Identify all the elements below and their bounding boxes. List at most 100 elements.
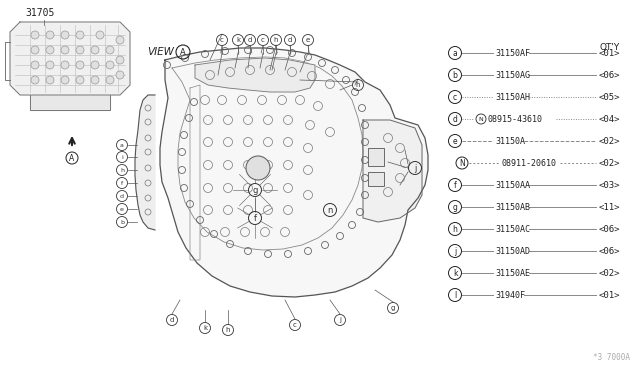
Text: f: f <box>121 180 123 186</box>
Text: k: k <box>236 37 240 43</box>
Circle shape <box>91 61 99 69</box>
Text: VIEW: VIEW <box>147 47 174 57</box>
Text: e: e <box>306 37 310 43</box>
Text: d: d <box>170 317 174 323</box>
Polygon shape <box>363 120 422 222</box>
Text: <02>: <02> <box>598 137 620 145</box>
Text: a: a <box>452 48 458 58</box>
Text: f: f <box>253 214 257 222</box>
Text: 31150AB: 31150AB <box>495 202 530 212</box>
Circle shape <box>106 46 114 54</box>
Circle shape <box>91 46 99 54</box>
Text: d: d <box>288 37 292 43</box>
Text: g: g <box>452 202 458 212</box>
Text: 31150AD: 31150AD <box>495 247 530 256</box>
Text: h: h <box>120 167 124 173</box>
Text: l: l <box>454 291 456 299</box>
Text: <01>: <01> <box>598 291 620 299</box>
Text: 31150AF: 31150AF <box>495 48 530 58</box>
Text: <02>: <02> <box>598 158 620 167</box>
Text: <06>: <06> <box>598 224 620 234</box>
Circle shape <box>61 61 69 69</box>
Text: a: a <box>120 142 124 148</box>
Text: g: g <box>391 305 395 311</box>
Circle shape <box>106 76 114 84</box>
Circle shape <box>76 76 84 84</box>
Text: 31150A: 31150A <box>495 137 525 145</box>
Circle shape <box>246 156 270 180</box>
Circle shape <box>46 76 54 84</box>
Text: b: b <box>452 71 458 80</box>
Text: h: h <box>452 224 458 234</box>
Text: <03>: <03> <box>598 180 620 189</box>
Text: *3 7000A: *3 7000A <box>593 353 630 362</box>
Text: N: N <box>479 116 483 122</box>
Text: k: k <box>452 269 457 278</box>
Circle shape <box>31 76 39 84</box>
Text: N: N <box>459 158 465 167</box>
Polygon shape <box>135 95 155 230</box>
Text: h: h <box>274 37 278 43</box>
Text: d: d <box>452 115 458 124</box>
Text: <05>: <05> <box>598 93 620 102</box>
Polygon shape <box>195 58 315 92</box>
Text: QT'Y: QT'Y <box>600 43 620 52</box>
Polygon shape <box>10 22 130 95</box>
Text: <02>: <02> <box>598 269 620 278</box>
Text: j: j <box>454 247 456 256</box>
Text: <11>: <11> <box>598 202 620 212</box>
Text: j: j <box>339 317 341 323</box>
Circle shape <box>61 31 69 39</box>
Circle shape <box>61 46 69 54</box>
Circle shape <box>91 76 99 84</box>
Text: A: A <box>180 48 186 57</box>
Polygon shape <box>160 48 428 297</box>
Text: e: e <box>120 206 124 212</box>
Text: h: h <box>226 327 230 333</box>
Bar <box>368 172 384 186</box>
Circle shape <box>116 71 124 79</box>
Circle shape <box>106 61 114 69</box>
Text: <06>: <06> <box>598 71 620 80</box>
Text: j: j <box>414 164 416 173</box>
Text: b: b <box>120 219 124 224</box>
Text: n: n <box>327 205 333 215</box>
Circle shape <box>31 31 39 39</box>
Text: 31150AC: 31150AC <box>495 224 530 234</box>
Text: c: c <box>220 37 224 43</box>
Text: <01>: <01> <box>598 48 620 58</box>
Circle shape <box>96 31 104 39</box>
Text: 31150AH: 31150AH <box>495 93 530 102</box>
Polygon shape <box>30 95 110 110</box>
Circle shape <box>76 46 84 54</box>
Circle shape <box>46 31 54 39</box>
Text: 31705: 31705 <box>25 8 54 18</box>
Text: h: h <box>356 82 360 88</box>
Text: 31940F: 31940F <box>495 291 525 299</box>
Text: d: d <box>248 37 252 43</box>
Text: f: f <box>454 180 456 189</box>
Text: 08911-20610: 08911-20610 <box>502 158 557 167</box>
Bar <box>368 148 384 166</box>
Circle shape <box>46 61 54 69</box>
Circle shape <box>76 31 84 39</box>
Circle shape <box>31 46 39 54</box>
Text: d: d <box>120 193 124 199</box>
Text: 08915-43610: 08915-43610 <box>488 115 543 124</box>
Circle shape <box>61 76 69 84</box>
Circle shape <box>46 46 54 54</box>
Circle shape <box>31 61 39 69</box>
Text: 31150AA: 31150AA <box>495 180 530 189</box>
Circle shape <box>76 61 84 69</box>
Text: g: g <box>252 186 258 195</box>
Text: c: c <box>453 93 457 102</box>
Circle shape <box>116 36 124 44</box>
Text: A: A <box>69 154 75 163</box>
Text: <06>: <06> <box>598 247 620 256</box>
Text: i: i <box>121 154 123 160</box>
Text: <04>: <04> <box>598 115 620 124</box>
Text: c: c <box>293 322 297 328</box>
Text: 31150AG: 31150AG <box>495 71 530 80</box>
Text: e: e <box>452 137 458 145</box>
Text: k: k <box>203 325 207 331</box>
